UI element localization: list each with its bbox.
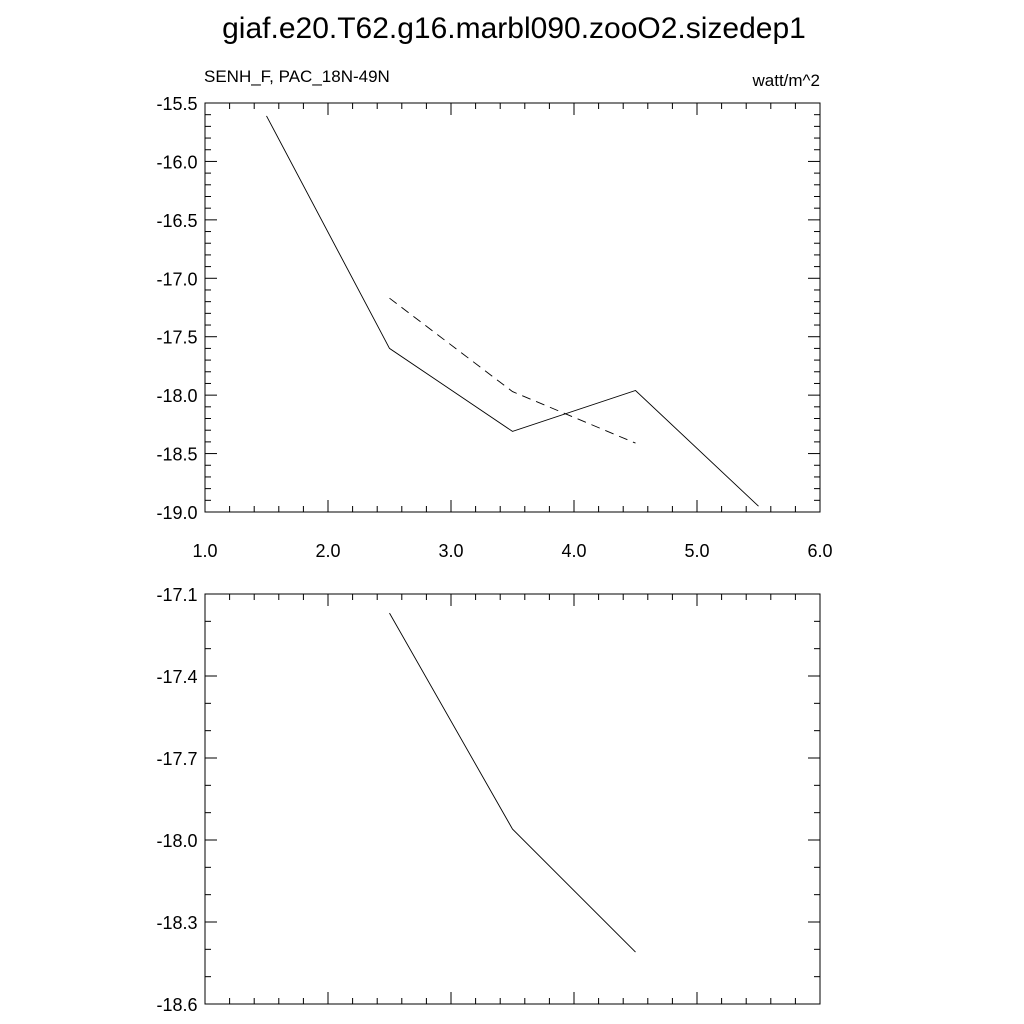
x-tick-label: 2.0 (315, 541, 340, 561)
x-tick-label: 6.0 (807, 541, 832, 561)
series-line-solid (389, 612, 636, 953)
y-tick-label: -17.1 (156, 585, 197, 605)
bottom-y-tick-labels: -17.1 -17.4 -17.7 -18.0 -18.3 -18.6 (156, 585, 197, 1015)
top-left-label: SENH_F, PAC_18N-49N (204, 67, 390, 86)
top-plot-frame (204, 102, 821, 513)
bottom-tick-marks (204, 593, 821, 1005)
y-tick-label: -18.0 (156, 386, 197, 406)
y-tick-label: -17.5 (156, 328, 197, 348)
y-tick-label: -16.0 (156, 152, 197, 172)
y-tick-label: -18.3 (156, 913, 197, 933)
top-tick-marks (204, 102, 821, 513)
x-tick-label: 5.0 (684, 541, 709, 561)
y-tick-label: -17.0 (156, 269, 197, 289)
bottom-series-group (389, 612, 636, 953)
series-line-dashed (389, 297, 636, 444)
y-tick-label: -16.5 (156, 211, 197, 231)
y-tick-label: -18.0 (156, 831, 197, 851)
bottom-panel: -17.1 -17.4 -17.7 -18.0 -18.3 -18.6 (156, 585, 821, 1015)
top-y-tick-labels: -15.5 -16.0 -16.5 -17.0 -17.5 -18.0 -18.5 -19.0 (156, 94, 197, 523)
y-tick-label: -15.5 (156, 94, 197, 114)
x-tick-label: 4.0 (561, 541, 586, 561)
top-panel: SENH_F, PAC_18N-49N watt/m^2 -15.5-16.0-… (156, 67, 832, 561)
x-tick-label: 3.0 (438, 541, 463, 561)
top-units-label: watt/m^2 (752, 71, 821, 90)
y-tick-label: -17.7 (156, 749, 197, 769)
y-tick-label: -17.4 (156, 667, 197, 687)
top-series-group (266, 115, 759, 507)
y-tick-label: -19.0 (156, 503, 197, 523)
x-tick-label: 1.0 (192, 541, 217, 561)
y-tick-label: -18.6 (156, 995, 197, 1015)
series-line-solid (266, 115, 759, 507)
top-x-tick-labels: 1.0 2.0 3.0 4.0 5.0 6.0 (192, 541, 832, 561)
y-tick-label: -18.5 (156, 445, 197, 465)
figure-title: giaf.e20.T62.g16.marbl090.zooO2.sizedep1 (222, 12, 806, 45)
bottom-plot-frame (204, 593, 821, 1005)
